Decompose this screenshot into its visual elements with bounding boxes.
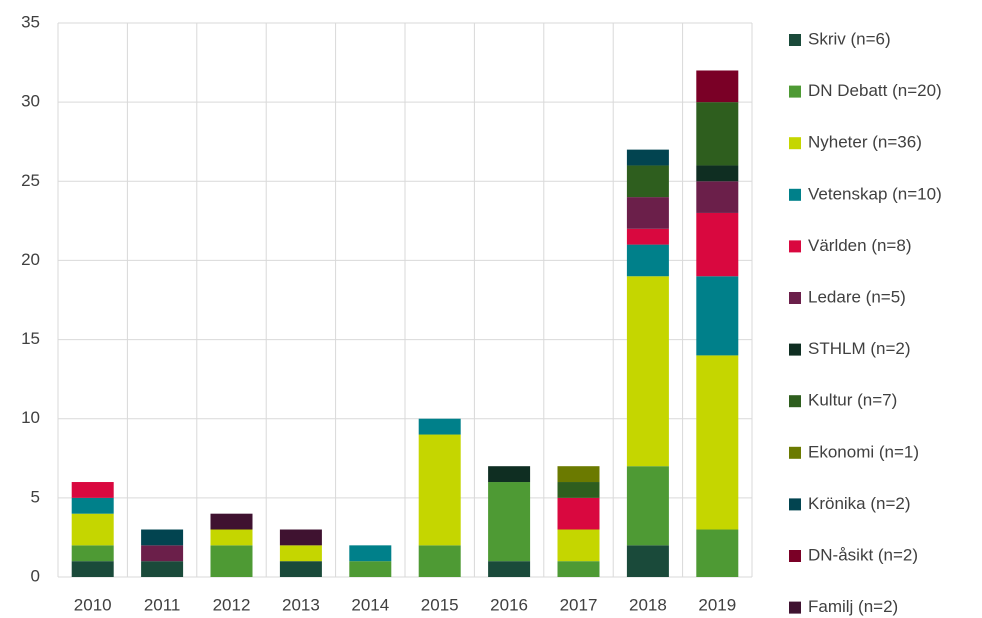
bar-segment	[626, 197, 669, 229]
x-tick-label: 2015	[421, 595, 459, 614]
legend-label: Nyheter (n=36)	[808, 133, 922, 152]
x-tick-label: 2013	[282, 595, 320, 614]
y-tick-label: 5	[31, 487, 40, 506]
legend-label: Kultur (n=7)	[808, 391, 897, 410]
x-tick-label: 2016	[490, 595, 528, 614]
legend-label: Krönika (n=2)	[808, 494, 911, 513]
bar-segment	[279, 529, 322, 546]
bar-segment	[210, 545, 253, 577]
bar-segment	[557, 529, 600, 562]
bar-segment	[696, 165, 739, 182]
legend-swatch	[789, 292, 801, 304]
legend-label: Skriv (n=6)	[808, 29, 891, 48]
bar-segment	[349, 545, 392, 562]
bar-segment	[141, 529, 184, 546]
legend-label: DN Debatt (n=20)	[808, 81, 942, 100]
bar-segment	[626, 276, 669, 467]
bar-segment	[696, 276, 739, 356]
y-tick-label: 30	[21, 92, 40, 111]
legend-label: DN-åsikt (n=2)	[808, 545, 918, 564]
legend-swatch	[789, 446, 801, 459]
y-tick-label: 20	[21, 250, 40, 269]
bar-segment	[71, 561, 114, 577]
bar-segment	[418, 418, 461, 435]
legend-label: Världen (n=8)	[808, 236, 911, 255]
bar-segment	[696, 529, 739, 577]
bar-segment	[418, 434, 461, 546]
bar-segment	[626, 545, 669, 577]
legend-label: STHLM (n=2)	[808, 339, 911, 358]
y-tick-label: 35	[21, 12, 40, 31]
y-tick-label: 0	[31, 566, 40, 585]
legend-label: Ledare (n=5)	[808, 287, 906, 306]
y-tick-label: 25	[21, 171, 40, 190]
legend-swatch	[789, 188, 801, 201]
y-tick-label: 15	[21, 329, 40, 348]
bar-segment	[626, 228, 669, 245]
x-tick-label: 2010	[74, 595, 112, 614]
bar-segment	[210, 513, 253, 530]
bar-segment	[279, 545, 322, 562]
bar-segment	[141, 561, 184, 577]
bar-segment	[626, 244, 669, 277]
bar-segment	[71, 497, 114, 514]
legend-swatch	[789, 498, 801, 511]
bar-segment	[557, 497, 600, 530]
legend-swatch	[789, 85, 801, 98]
legend-swatch	[789, 240, 801, 253]
legend-swatch	[789, 601, 801, 614]
legend-swatch	[789, 343, 801, 356]
x-tick-label: 2011	[144, 595, 181, 614]
bar-segment	[557, 482, 600, 498]
bar-segment	[488, 561, 531, 577]
legend-swatch	[789, 395, 801, 408]
bar-segment	[696, 70, 739, 103]
bar-segment	[626, 149, 669, 166]
y-tick-label: 10	[21, 408, 40, 427]
bar-segment	[71, 482, 114, 498]
bar-segment	[626, 466, 669, 546]
legend-swatch	[789, 550, 801, 562]
x-tick-label: 2017	[560, 595, 598, 614]
bar-segment	[71, 545, 114, 562]
legend-label: Ekonomi (n=1)	[808, 442, 919, 461]
bar-segment	[210, 529, 253, 546]
bar-segment	[488, 466, 531, 483]
bar-segment	[71, 513, 114, 546]
bar-segment	[279, 561, 322, 577]
bar-segment	[696, 102, 739, 166]
bar-segment	[349, 561, 392, 577]
bar-segment	[418, 545, 461, 577]
bar-segment	[626, 165, 669, 198]
legend-label: Vetenskap (n=10)	[808, 184, 942, 203]
legend-swatch	[789, 137, 801, 150]
bar-segment	[696, 355, 739, 530]
legend-label: Familj (n=2)	[808, 597, 898, 616]
x-tick-label: 2014	[351, 595, 389, 614]
bar-segment	[557, 466, 600, 483]
bar-segment	[696, 181, 739, 213]
x-tick-label: 2012	[213, 595, 251, 614]
bar-segment	[141, 545, 184, 562]
bar-segment	[488, 482, 531, 562]
legend-swatch	[789, 34, 801, 46]
x-tick-label: 2019	[698, 595, 736, 614]
bar-segment	[557, 561, 600, 577]
bar-segment	[696, 212, 739, 277]
x-tick-label: 2018	[629, 595, 667, 614]
